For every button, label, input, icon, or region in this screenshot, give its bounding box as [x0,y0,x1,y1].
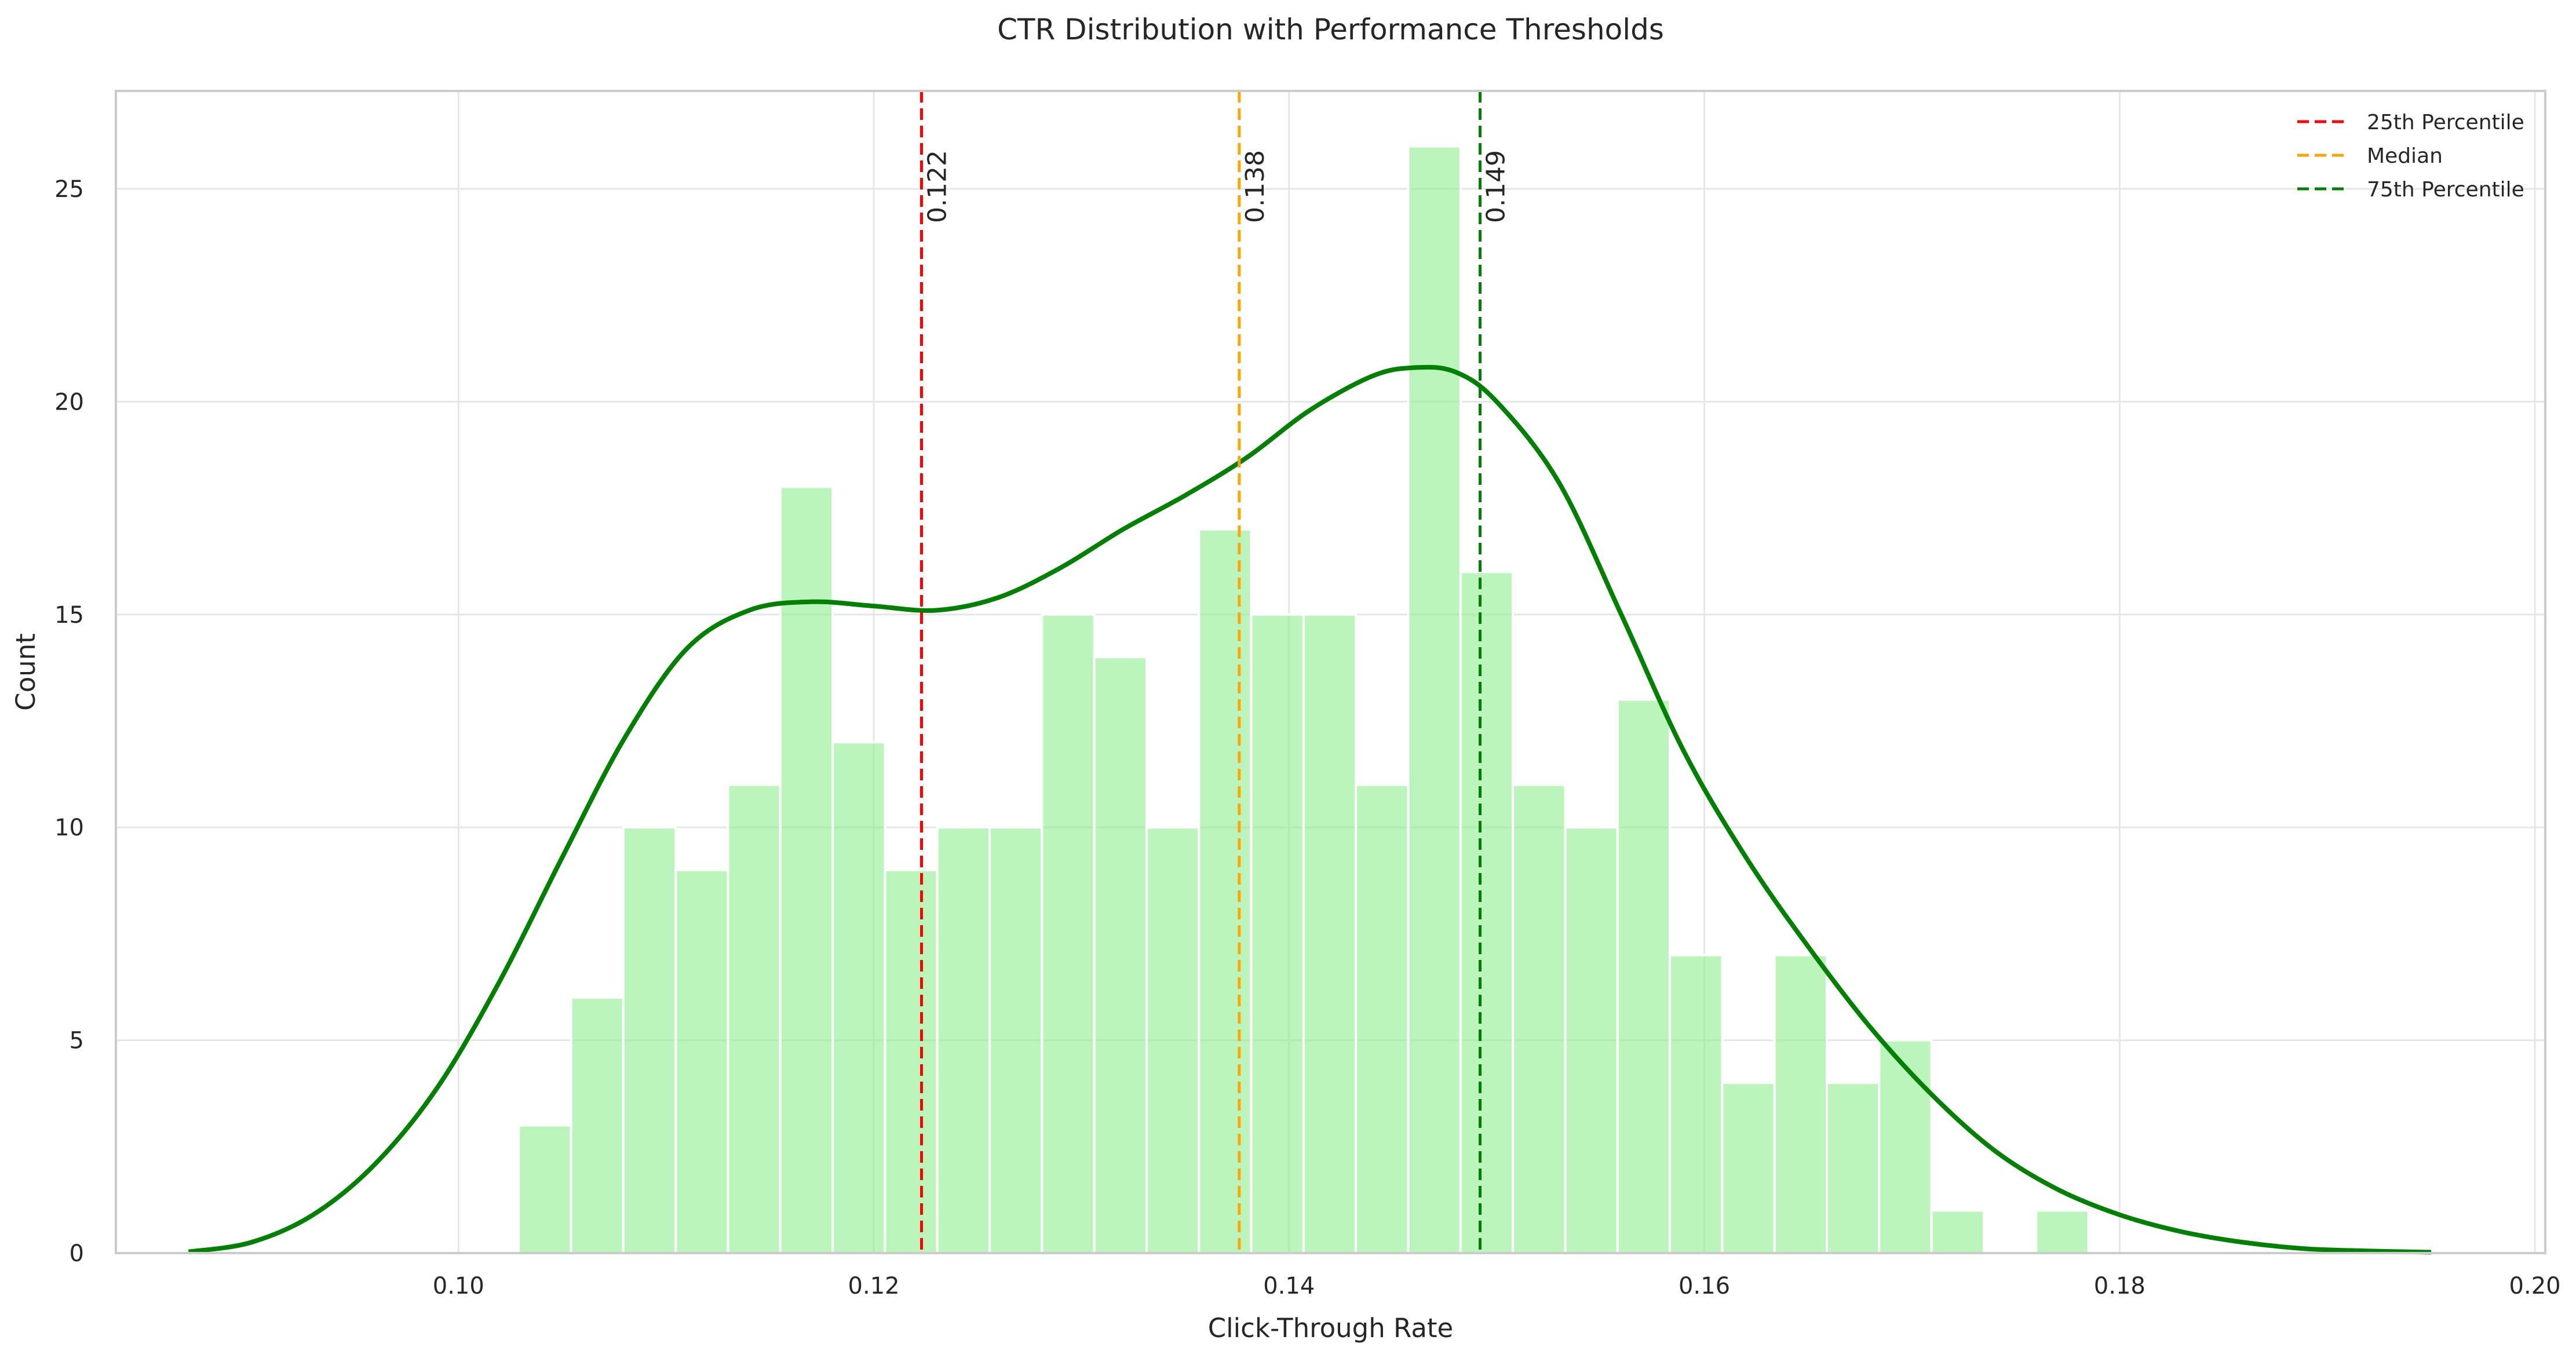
legend-label: Median [2367,144,2443,168]
histogram-bar [884,868,939,1254]
threshold-label: 0.149 [1482,150,1511,223]
histogram-bar [674,868,729,1254]
histogram-bar [1721,1082,1776,1254]
x-axis-ticks: 0.10 0.12 0.14 0.16 0.18 0.20 [433,1273,2561,1299]
histogram-bar [2035,1209,2090,1255]
histogram-bar [727,783,782,1254]
histogram-bar [1250,613,1305,1254]
x-tick-label: 0.10 [433,1273,484,1299]
histogram-bar [1407,145,1462,1254]
x-tick-label: 0.14 [1263,1273,1315,1299]
y-tick-label: 5 [70,1028,84,1054]
y-tick-label: 20 [54,389,84,415]
histogram-bar [1930,1209,1985,1255]
histogram-bar [1355,783,1410,1254]
histogram-bar [1512,783,1567,1254]
x-axis-label: Click-Through Rate [1208,1313,1453,1343]
legend: 25th Percentile Median 75th Percentile [2297,111,2524,202]
histogram-bar [570,996,625,1254]
x-tick-label: 0.18 [2094,1273,2146,1299]
histogram-bar [1669,954,1724,1254]
threshold-lines: 0.122 0.138 0.149 [920,91,1511,1253]
histogram-bar [1459,571,1515,1254]
histogram-bar [622,826,677,1254]
x-tick-label: 0.16 [1679,1273,1730,1299]
x-tick-label: 0.12 [848,1273,900,1299]
histogram-bar [1302,613,1358,1254]
y-tick-label: 15 [54,602,84,629]
histogram-bar [1041,613,1096,1254]
y-tick-label: 0 [70,1240,84,1267]
histogram-bar [517,1124,572,1254]
y-tick-label: 10 [54,815,84,841]
histogram-bar [1564,826,1619,1254]
kde-curve [188,364,2431,1255]
histogram-bar [1616,698,1672,1255]
histogram-bar [831,741,886,1254]
chart-title: CTR Distribution with Performance Thresh… [997,13,1664,46]
histogram-bar [1093,656,1148,1254]
histogram-bar [1198,528,1253,1254]
histogram-bar [988,826,1043,1254]
histogram-bar [1145,826,1201,1254]
histogram-bar [936,826,991,1254]
threshold-label: 0.122 [922,150,952,223]
histogram-bar [1773,954,1829,1254]
y-tick-label: 25 [54,176,84,203]
threshold-label: 0.138 [1240,150,1270,223]
legend-label: 25th Percentile [2367,111,2524,134]
histogram-bar [779,485,834,1254]
y-axis-ticks: 0 5 10 15 20 25 [54,176,84,1267]
legend-label: 75th Percentile [2367,178,2524,202]
y-axis-label: Count [10,633,41,711]
plot-frame [115,90,2546,1254]
x-tick-label: 0.20 [2509,1273,2561,1299]
histogram-bar [1826,1082,1881,1254]
histogram-bar [1878,1039,1933,1254]
histogram-bars [517,145,2090,1255]
